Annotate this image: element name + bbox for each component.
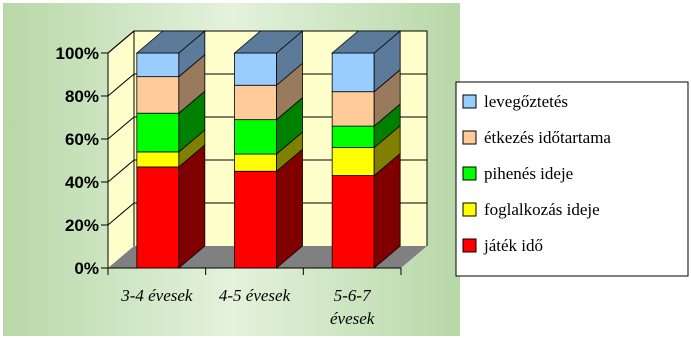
y-tick-label: 0% xyxy=(74,259,99,278)
y-tick-label: 100% xyxy=(56,44,99,63)
legend-item: étkezés időtartama xyxy=(462,128,611,147)
bar-segment xyxy=(331,152,401,269)
bar-segment xyxy=(136,90,206,153)
bar-segment xyxy=(233,30,304,87)
legend-swatch xyxy=(462,238,477,253)
bar-front xyxy=(234,119,277,155)
bar-front xyxy=(234,170,277,269)
gridline xyxy=(107,30,427,54)
gridline xyxy=(107,159,427,183)
legend-swatch xyxy=(462,130,477,145)
bar-front xyxy=(331,147,375,176)
bar-front xyxy=(331,175,375,269)
bars xyxy=(135,30,402,269)
y-tick-label: 80% xyxy=(65,87,99,106)
bar-top xyxy=(331,30,402,54)
bar-segment xyxy=(136,53,206,115)
bar-front xyxy=(331,125,375,148)
bar-front xyxy=(136,166,180,269)
x-axis: 3-4 évesek 4-5 évesek 5-6-7 évesek xyxy=(107,267,402,328)
legend-swatch xyxy=(462,166,477,181)
legend-swatch xyxy=(462,94,477,109)
bar-top xyxy=(135,30,206,54)
bar-segment xyxy=(331,30,402,93)
legend-item: foglalkozás ideje xyxy=(462,200,600,219)
category-label: évesek xyxy=(330,309,375,328)
bar-front xyxy=(136,151,180,168)
gridline xyxy=(107,116,427,140)
legend-swatch xyxy=(462,202,477,217)
legend-label: étkezés időtartama xyxy=(484,128,611,147)
bar-front xyxy=(234,153,277,172)
legend-item: levegőztetés xyxy=(462,92,568,111)
y-axis: 0% 20% 40% 60% 80% 100% xyxy=(56,44,108,278)
gridline xyxy=(107,202,427,226)
y-tick-label: 20% xyxy=(65,216,99,235)
legend-item: játék idő xyxy=(462,236,543,255)
bar-segment xyxy=(135,30,206,78)
bar-front xyxy=(136,112,180,153)
y-tick-label: 40% xyxy=(65,173,99,192)
legend-box xyxy=(455,81,689,277)
gridlines xyxy=(107,30,427,226)
category-label: 5-6-7 xyxy=(334,286,372,305)
gridline xyxy=(107,73,427,97)
bar-top xyxy=(233,30,304,54)
legend-label: pihenés ideje xyxy=(484,164,573,183)
bar-front xyxy=(331,91,375,127)
bar-front xyxy=(234,52,277,86)
bar-segment xyxy=(136,129,206,168)
bar-front xyxy=(136,76,180,114)
y-tick-label: 60% xyxy=(65,130,99,149)
category-label: 4-5 évesek xyxy=(219,286,291,305)
legend: levegőztetés étkezés időtartama pihenés id… xyxy=(455,81,689,277)
bar-front xyxy=(331,52,375,93)
legend-label: játék idő xyxy=(483,236,543,255)
bar-front xyxy=(136,52,180,78)
legend-label: foglalkozás ideje xyxy=(484,200,600,219)
bar-segment xyxy=(234,148,303,269)
category-label: 3-4 évesek xyxy=(120,286,193,305)
bar-segment xyxy=(136,144,206,269)
bar-front xyxy=(234,84,277,121)
bar-segment xyxy=(234,96,303,155)
legend-item: pihenés ideje xyxy=(462,164,573,183)
legend-label: levegőztetés xyxy=(484,92,568,111)
